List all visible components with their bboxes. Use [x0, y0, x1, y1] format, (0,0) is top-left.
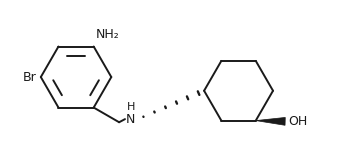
Text: N: N	[126, 113, 136, 126]
Text: NH₂: NH₂	[96, 28, 119, 41]
Text: Br: Br	[22, 70, 36, 84]
Polygon shape	[256, 117, 285, 125]
Text: OH: OH	[288, 115, 308, 128]
Text: H: H	[127, 102, 135, 112]
